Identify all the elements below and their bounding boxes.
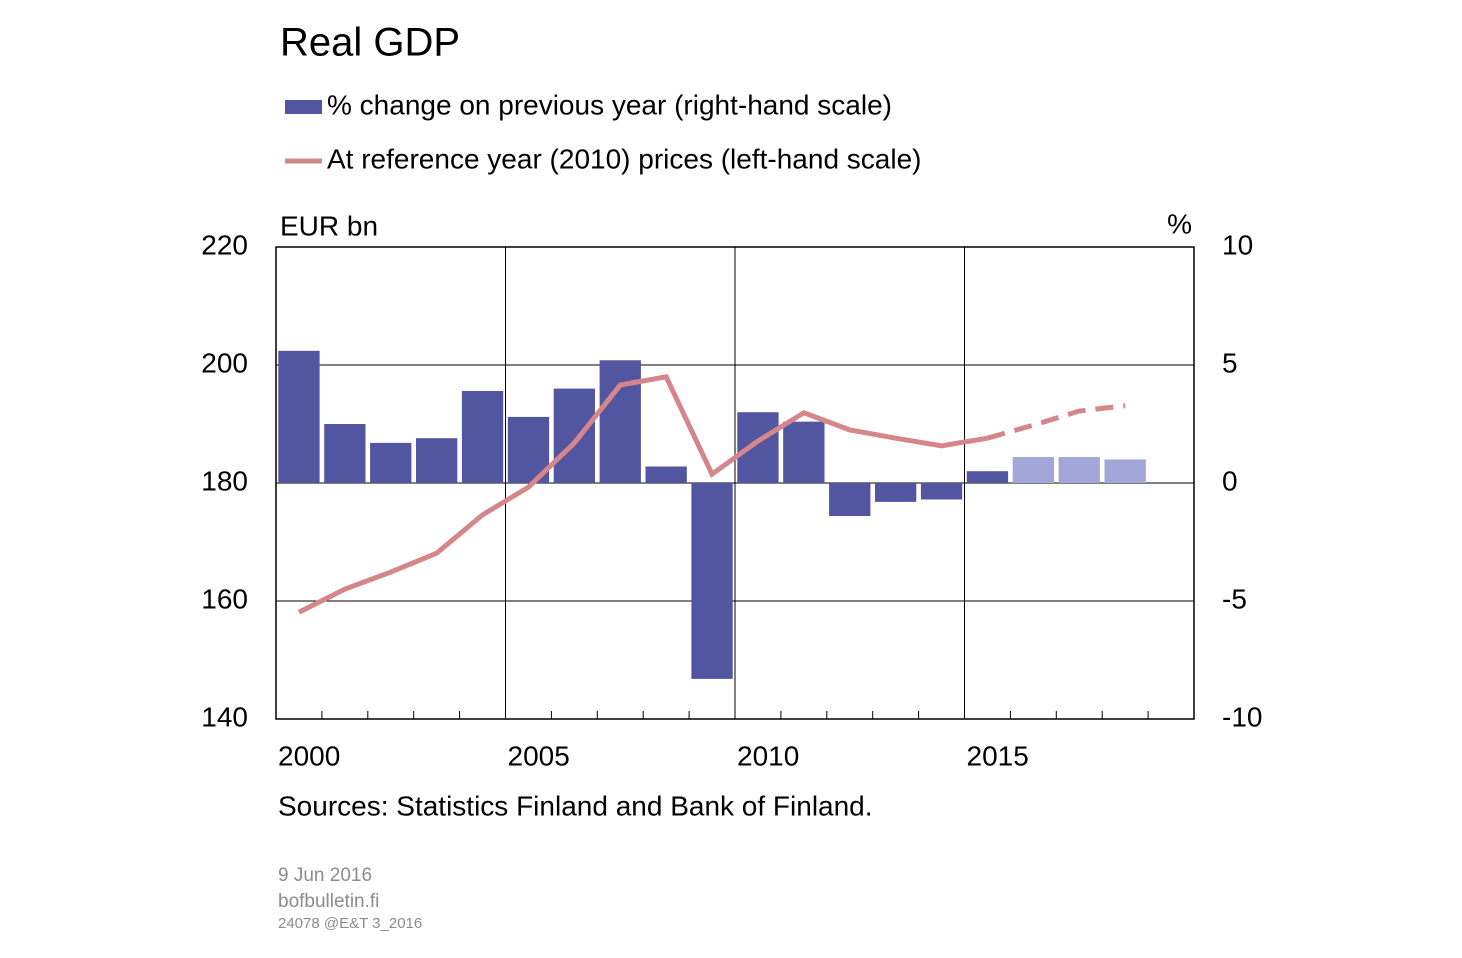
footer-code: 24078 @E&T 3_2016 [278,915,422,932]
y-tick-label: 140 [201,701,248,732]
bar [645,466,687,483]
bar [599,360,641,483]
bar [370,442,412,483]
x-tick-label: 2005 [508,740,570,771]
bar [324,424,366,483]
plot-frame [275,246,1195,720]
legend-label: % change on previous year (right-hand sc… [327,89,892,120]
source: Sources: Statistics Finland and Bank of … [278,790,873,821]
bar [874,483,917,502]
chart-title: Real GDP [280,21,460,65]
y2-tick-label: 5 [1222,347,1238,378]
bar [1012,457,1055,483]
bar [553,388,596,483]
footer-date: 9 Jun 2016 [278,865,372,886]
bar [415,438,458,483]
y-tick-label: 220 [201,229,248,260]
bar [691,483,733,679]
line [297,374,988,615]
y2-tick-label: 10 [1222,229,1253,260]
x-tick-label: 2010 [737,740,799,771]
footer-site: bofbulletin.fi [278,891,379,912]
bar [783,421,825,483]
y2-tick-label: -5 [1222,583,1247,614]
bar [829,483,871,517]
bar [920,483,963,500]
y-tick-label: 200 [201,347,248,378]
bar [966,471,1009,483]
bar [1058,457,1100,483]
bar [1104,459,1146,483]
y2-tick-label: 0 [1222,465,1238,496]
y-tick-label: 180 [201,465,248,496]
y2-tick-label: -10 [1222,701,1262,732]
bar [737,412,779,483]
x-tick-label: 2015 [967,740,1029,771]
y-tick-label: 160 [201,583,248,614]
y2-axis-label: % [1167,208,1192,239]
bar [461,390,504,483]
line [986,403,1126,441]
bar [278,350,320,483]
x-tick-label: 2000 [278,740,340,771]
y-axis-label: EUR bn [280,210,378,241]
legend-label: At reference year (2010) prices (left-ha… [327,143,922,174]
legend-swatch [285,100,322,114]
